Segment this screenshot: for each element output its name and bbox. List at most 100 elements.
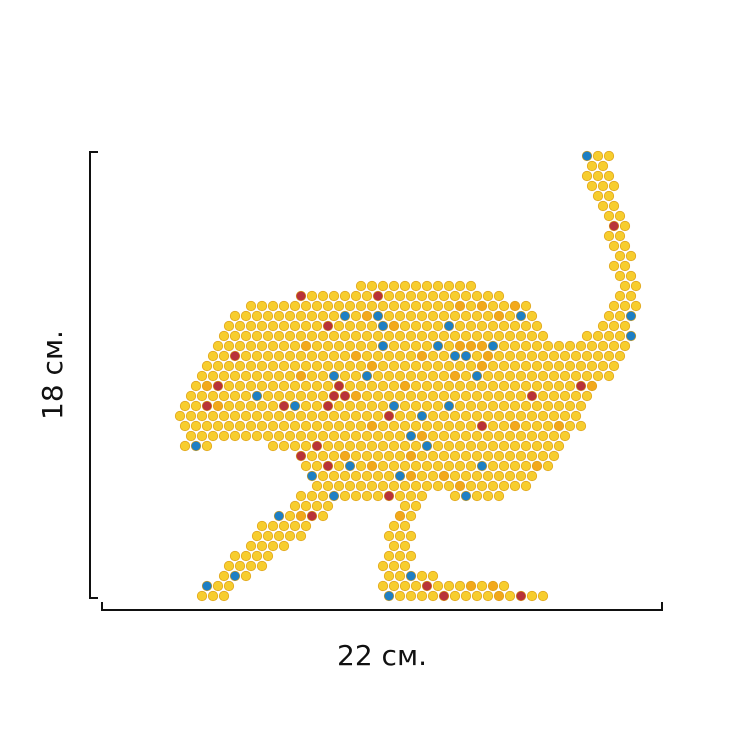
emoji-dot [465, 580, 477, 592]
emoji-dot [460, 290, 472, 302]
emoji-dot [443, 480, 455, 492]
emoji-dot [465, 420, 477, 432]
emoji-dot [394, 450, 406, 462]
emoji-dot [295, 310, 307, 322]
emoji-dot [421, 320, 433, 332]
emoji-dot [306, 490, 318, 502]
emoji-dot [383, 370, 395, 382]
emoji-dot [328, 350, 340, 362]
emoji-dot [322, 360, 334, 372]
emoji-dot [372, 330, 384, 342]
emoji-dot [196, 370, 208, 382]
emoji-dot [350, 430, 362, 442]
emoji-dot [471, 290, 483, 302]
emoji-dot [328, 370, 340, 382]
emoji-dot [383, 390, 395, 402]
width-bracket [101, 602, 663, 611]
emoji-dot [366, 380, 378, 392]
emoji-dot [449, 410, 461, 422]
emoji-dot [383, 550, 395, 562]
emoji-dot [449, 310, 461, 322]
emoji-dot [460, 430, 472, 442]
emoji-dot [498, 440, 510, 452]
emoji-dot [223, 380, 235, 392]
emoji-dot [515, 470, 527, 482]
emoji-dot [383, 430, 395, 442]
emoji-dot [267, 360, 279, 372]
emoji-dot [366, 360, 378, 372]
emoji-dot [377, 400, 389, 412]
emoji-dot [284, 530, 296, 542]
emoji-dot [427, 370, 439, 382]
emoji-dot [372, 290, 384, 302]
emoji-dot [476, 460, 488, 472]
emoji-dot [471, 370, 483, 382]
emoji-dot [256, 420, 268, 432]
emoji-dot [201, 440, 213, 452]
emoji-dot [559, 390, 571, 402]
emoji-dot [240, 410, 252, 422]
emoji-dot [399, 480, 411, 492]
emoji-dot [575, 380, 587, 392]
emoji-dot [223, 320, 235, 332]
emoji-dot [493, 390, 505, 402]
emoji-dot [372, 450, 384, 462]
emoji-dot [416, 590, 428, 602]
emoji-dot [614, 310, 626, 322]
emoji-dot [410, 360, 422, 372]
emoji-dot [278, 300, 290, 312]
emoji-dot [432, 300, 444, 312]
emoji-dot [509, 400, 521, 412]
emoji-dot [608, 340, 620, 352]
emoji-dot [355, 360, 367, 372]
emoji-dot [515, 310, 527, 322]
emoji-dot [245, 340, 257, 352]
emoji-dot [223, 340, 235, 352]
emoji-dot [548, 430, 560, 442]
emoji-dot [229, 550, 241, 562]
emoji-dot [553, 440, 565, 452]
emoji-dot [597, 360, 609, 372]
emoji-dot [262, 310, 274, 322]
emoji-dot [273, 530, 285, 542]
emoji-dot [344, 420, 356, 432]
emoji-dot [410, 420, 422, 432]
emoji-dot [443, 460, 455, 472]
emoji-dot [311, 500, 323, 512]
emoji-dot [229, 370, 241, 382]
emoji-dot [377, 340, 389, 352]
emoji-dot [317, 350, 329, 362]
emoji-dot [460, 310, 472, 322]
emoji-dot [388, 480, 400, 492]
emoji-dot [179, 440, 191, 452]
emoji-dot [333, 300, 345, 312]
emoji-dot [460, 330, 472, 342]
emoji-dot [531, 460, 543, 472]
emoji-dot [262, 530, 274, 542]
emoji-dot [421, 580, 433, 592]
emoji-dot [421, 400, 433, 412]
emoji-dot [471, 590, 483, 602]
emoji-dot [405, 290, 417, 302]
emoji-dot [515, 590, 527, 602]
emoji-dot [410, 580, 422, 592]
emoji-dot [454, 320, 466, 332]
emoji-dot [207, 430, 219, 442]
emoji-dot [311, 420, 323, 432]
emoji-dot [410, 280, 422, 292]
emoji-dot [405, 410, 417, 422]
emoji-dot [295, 290, 307, 302]
emoji-dot [471, 310, 483, 322]
emoji-dot [322, 500, 334, 512]
emoji-dot [383, 570, 395, 582]
emoji-dot [454, 480, 466, 492]
emoji-dot [339, 450, 351, 462]
emoji-dot [366, 400, 378, 412]
emoji-dot [311, 440, 323, 452]
emoji-dot [317, 330, 329, 342]
emoji-dot [245, 320, 257, 332]
emoji-dot [201, 420, 213, 432]
emoji-dot [267, 520, 279, 532]
emoji-dot [432, 380, 444, 392]
emoji-dot [218, 390, 230, 402]
